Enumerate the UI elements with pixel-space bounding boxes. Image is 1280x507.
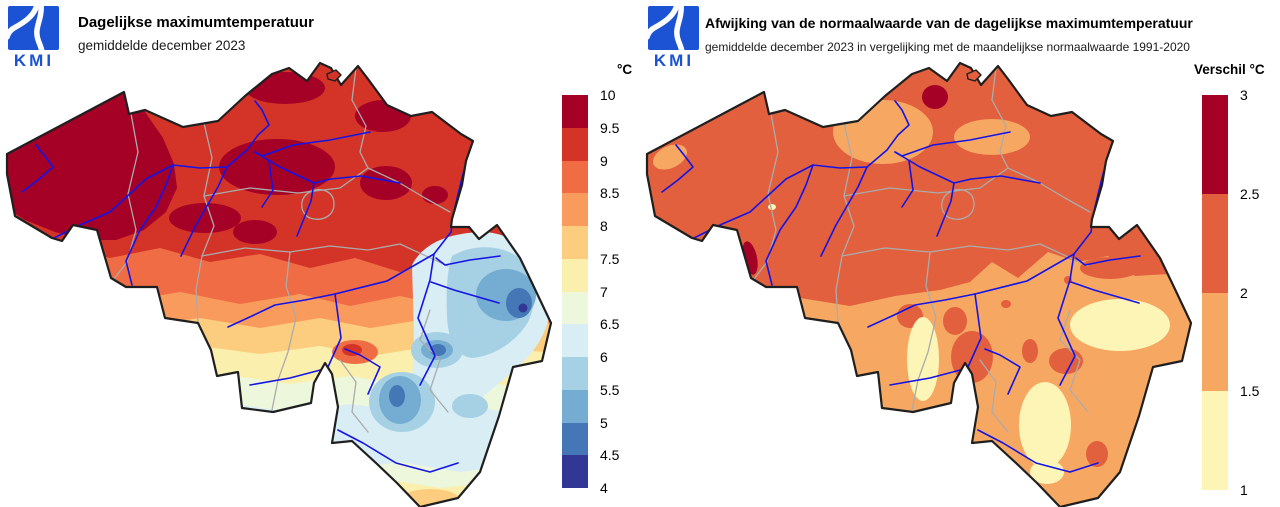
legend-colorbar bbox=[562, 95, 588, 488]
legend-tick-label: 1.5 bbox=[1240, 383, 1260, 400]
legend-tick-label: 6 bbox=[600, 349, 608, 365]
page-subtitle: gemiddelde december 2023 bbox=[78, 38, 246, 53]
legend-color-segment bbox=[562, 160, 588, 194]
legend-tick-label: 4 bbox=[600, 480, 608, 496]
legend-color-segment bbox=[562, 258, 588, 292]
panel-temperature-anomaly: KMI Afwijking van de normaalwaarde van d… bbox=[640, 0, 1280, 507]
temperature-legend: °C 10 9.5 9 8.5 8 7.5 7 6.5 6 5.5 5 4.5 4 bbox=[562, 62, 680, 502]
page-title: Afwijking van de normaalwaarde van de da… bbox=[705, 15, 1193, 31]
legend-color-segment bbox=[562, 422, 588, 456]
legend-tick-label: 8.5 bbox=[600, 185, 620, 202]
legend-tick-label: 8 bbox=[600, 218, 608, 234]
legend-color-segment bbox=[562, 389, 588, 423]
legend-tick-label: 7 bbox=[600, 283, 608, 300]
legend-tick-label: 6.5 bbox=[600, 316, 620, 333]
legend-tick-label: 5 bbox=[600, 414, 608, 431]
legend-tick-label: 7.5 bbox=[600, 250, 620, 267]
band-6-to-6p5 bbox=[7, 402, 551, 507]
legend-color-segment bbox=[562, 226, 588, 259]
legend-color-segment bbox=[1202, 292, 1228, 392]
kmi-logo-text: KMI bbox=[654, 51, 694, 68]
legend-color-segment bbox=[562, 357, 588, 390]
legend-tick-label: 1 bbox=[1240, 482, 1248, 498]
legend-tick-label: 4.5 bbox=[600, 447, 620, 464]
legend-color-segment bbox=[562, 324, 588, 357]
legend-color-segment bbox=[1202, 391, 1228, 490]
legend-tick-label: 2 bbox=[1240, 284, 1248, 301]
legend-color-segment bbox=[562, 291, 588, 325]
legend-title: °C bbox=[617, 62, 633, 77]
anomaly-surface bbox=[647, 63, 1191, 507]
legend-tick-label: 10 bbox=[600, 87, 616, 103]
anomaly-legend: Verschil °C 3 2.5 2 1.5 1 bbox=[1194, 62, 1280, 502]
legend-title: Verschil °C bbox=[1194, 62, 1265, 77]
legend-color-segment bbox=[562, 95, 588, 128]
legend-tick-label: 3 bbox=[1240, 87, 1248, 103]
legend-color-segment bbox=[562, 455, 588, 488]
south-cream-band bbox=[7, 480, 551, 507]
belgium-temperature-map bbox=[5, 61, 553, 507]
legend-tick-label: 9 bbox=[600, 152, 608, 169]
legend-color-segment bbox=[1202, 95, 1228, 194]
legend-tick-label: 2.5 bbox=[1240, 185, 1260, 202]
legend-color-segment bbox=[562, 193, 588, 226]
coldest-spot bbox=[518, 303, 528, 313]
panel-max-temperature: KMI Dagelijkse maximumtemperatuur gemidd… bbox=[5, 0, 632, 507]
belgium-anomaly-map bbox=[645, 61, 1193, 507]
legend-tick-label: 9.5 bbox=[600, 119, 620, 136]
legend-color-segment bbox=[1202, 193, 1228, 293]
legend-colorbar bbox=[1202, 95, 1228, 490]
temperature-surface bbox=[7, 63, 551, 507]
page-subtitle: gemiddelde december 2023 in vergelijking… bbox=[705, 40, 1190, 54]
legend-tick-label: 5.5 bbox=[600, 381, 620, 398]
kmi-logo: KMI bbox=[8, 6, 62, 68]
page-title: Dagelijkse maximumtemperatuur bbox=[78, 14, 314, 31]
kmi-logo: KMI bbox=[648, 6, 702, 68]
legend-color-segment bbox=[562, 127, 588, 161]
kmi-logo-text: KMI bbox=[14, 51, 54, 68]
